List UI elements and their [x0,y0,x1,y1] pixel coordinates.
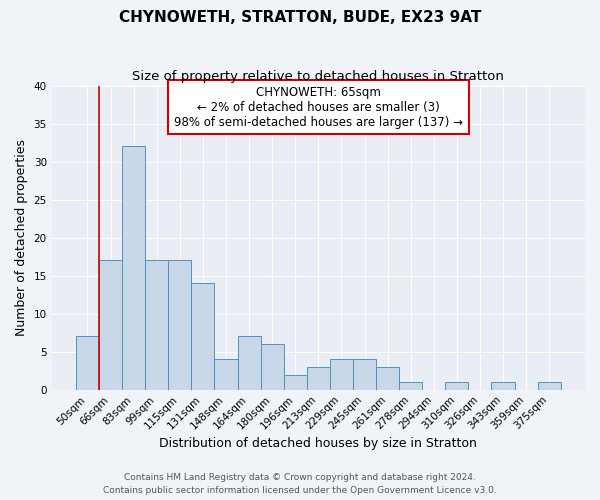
Bar [284,374,307,390]
Bar [353,360,376,390]
Bar [76,336,99,390]
Bar [260,344,284,390]
Bar [538,382,561,390]
Bar [145,260,168,390]
Bar [307,367,330,390]
Text: CHYNOWETH, STRATTON, BUDE, EX23 9AT: CHYNOWETH, STRATTON, BUDE, EX23 9AT [119,10,481,25]
Text: CHYNOWETH: 65sqm
← 2% of detached houses are smaller (3)
98% of semi-detached ho: CHYNOWETH: 65sqm ← 2% of detached houses… [174,86,463,128]
Bar [491,382,515,390]
Bar [99,260,122,390]
Bar [238,336,260,390]
Bar [330,360,353,390]
X-axis label: Distribution of detached houses by size in Stratton: Distribution of detached houses by size … [160,437,477,450]
Bar [168,260,191,390]
Bar [376,367,399,390]
Bar [122,146,145,390]
Text: Contains HM Land Registry data © Crown copyright and database right 2024.
Contai: Contains HM Land Registry data © Crown c… [103,474,497,495]
Bar [214,360,238,390]
Title: Size of property relative to detached houses in Stratton: Size of property relative to detached ho… [133,70,504,83]
Bar [445,382,469,390]
Bar [191,284,214,390]
Bar [399,382,422,390]
Y-axis label: Number of detached properties: Number of detached properties [15,139,28,336]
